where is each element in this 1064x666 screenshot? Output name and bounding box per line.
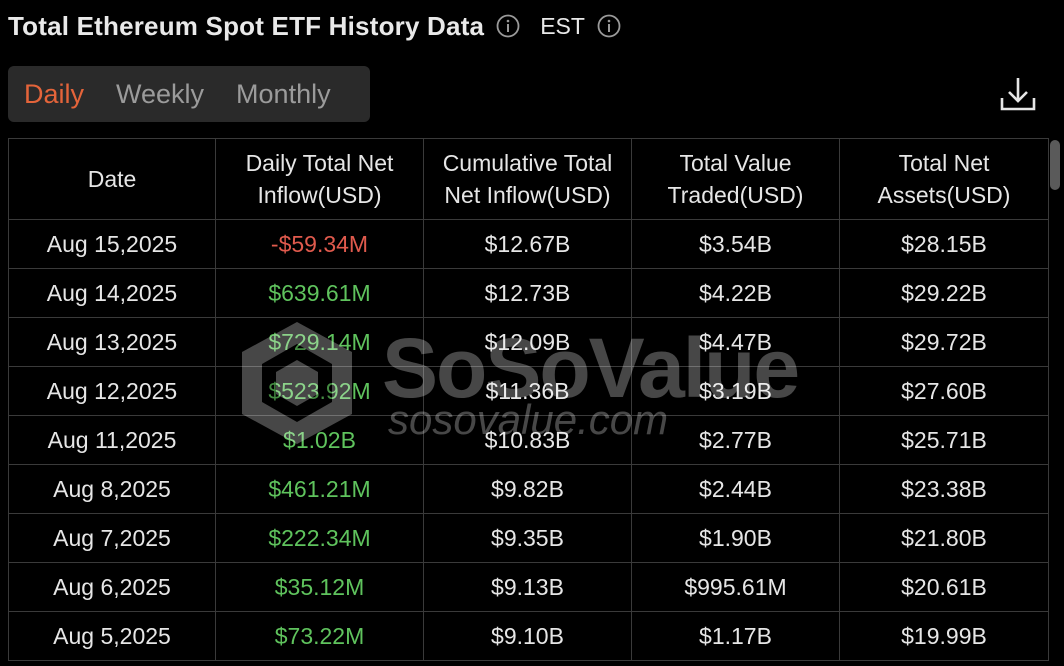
- cell-cumulative: $12.67B: [423, 219, 632, 269]
- table-row: Aug 6,2025 $35.12M $9.13B $995.61M $20.6…: [8, 562, 1049, 612]
- table-header-row: Date Daily Total Net Inflow(USD) Cumulat…: [8, 138, 1049, 220]
- cell-cumulative: $12.73B: [423, 268, 632, 318]
- cell-daily-net-inflow: $729.14M: [215, 317, 424, 367]
- column-header-cumulative-net-inflow[interactable]: Cumulative Total Net Inflow(USD): [423, 138, 632, 220]
- cell-date: Aug 14,2025: [8, 268, 216, 318]
- cell-traded: $1.90B: [631, 513, 840, 563]
- cell-traded: $2.77B: [631, 415, 840, 465]
- cell-traded: $3.19B: [631, 366, 840, 416]
- cell-cumulative: $11.36B: [423, 366, 632, 416]
- cell-daily-net-inflow: -$59.34M: [215, 219, 424, 269]
- cell-daily-net-inflow: $73.22M: [215, 611, 424, 661]
- cell-date: Aug 7,2025: [8, 513, 216, 563]
- cell-net-assets: $28.15B: [839, 219, 1049, 269]
- tab-weekly[interactable]: Weekly: [116, 78, 205, 109]
- table-row: Aug 12,2025 $523.92M $11.36B $3.19B $27.…: [8, 366, 1049, 416]
- cell-net-assets: $21.80B: [839, 513, 1049, 563]
- cell-cumulative: $12.09B: [423, 317, 632, 367]
- cell-cumulative: $9.10B: [423, 611, 632, 661]
- cell-traded: $995.61M: [631, 562, 840, 612]
- cell-date: Aug 11,2025: [8, 415, 216, 465]
- download-icon: [1000, 78, 1036, 111]
- download-button[interactable]: [998, 74, 1038, 114]
- table-row: Aug 7,2025 $222.34M $9.35B $1.90B $21.80…: [8, 513, 1049, 563]
- timezone-label: EST: [540, 12, 585, 39]
- cell-daily-net-inflow: $1.02B: [215, 415, 424, 465]
- cell-traded: $4.22B: [631, 268, 840, 318]
- column-header-total-net-assets[interactable]: Total Net Assets(USD): [839, 138, 1049, 220]
- title-info-icon[interactable]: [496, 14, 520, 38]
- cell-date: Aug 5,2025: [8, 611, 216, 661]
- column-header-total-value-traded[interactable]: Total Value Traded(USD): [631, 138, 840, 220]
- cell-traded: $3.54B: [631, 219, 840, 269]
- cell-traded: $4.47B: [631, 317, 840, 367]
- history-table-container[interactable]: Date Daily Total Net Inflow(USD) Cumulat…: [8, 138, 1056, 666]
- table-scrollbar[interactable]: [1050, 140, 1060, 190]
- page-title: Total Ethereum Spot ETF History Data: [8, 10, 485, 41]
- column-header-date[interactable]: Date: [8, 138, 216, 220]
- cell-net-assets: $29.72B: [839, 317, 1049, 367]
- cell-cumulative: $9.82B: [423, 464, 632, 514]
- cell-date: Aug 13,2025: [8, 317, 216, 367]
- tab-daily[interactable]: Daily: [24, 78, 85, 109]
- cell-date: Aug 12,2025: [8, 366, 216, 416]
- cell-daily-net-inflow: $523.92M: [215, 366, 424, 416]
- cell-net-assets: $25.71B: [839, 415, 1049, 465]
- cell-net-assets: $29.22B: [839, 268, 1049, 318]
- cell-net-assets: $19.99B: [839, 611, 1049, 661]
- tab-monthly[interactable]: Monthly: [236, 78, 331, 109]
- cell-daily-net-inflow: $222.34M: [215, 513, 424, 563]
- column-header-daily-net-inflow[interactable]: Daily Total Net Inflow(USD): [215, 138, 424, 220]
- cell-daily-net-inflow: $639.61M: [215, 268, 424, 318]
- header: Total Ethereum Spot ETF History Data EST: [8, 6, 621, 46]
- table-row: Aug 5,2025 $73.22M $9.10B $1.17B $19.99B: [8, 611, 1049, 661]
- cell-traded: $2.44B: [631, 464, 840, 514]
- table-row: Aug 13,2025 $729.14M $12.09B $4.47B $29.…: [8, 317, 1049, 367]
- cell-cumulative: $9.35B: [423, 513, 632, 563]
- cell-date: Aug 8,2025: [8, 464, 216, 514]
- period-tabs: Daily Weekly Monthly: [8, 66, 370, 122]
- cell-cumulative: $10.83B: [423, 415, 632, 465]
- cell-net-assets: $23.38B: [839, 464, 1049, 514]
- table-row: Aug 11,2025 $1.02B $10.83B $2.77B $25.71…: [8, 415, 1049, 465]
- table-row: Aug 15,2025 -$59.34M $12.67B $3.54B $28.…: [8, 219, 1049, 269]
- cell-daily-net-inflow: $461.21M: [215, 464, 424, 514]
- cell-net-assets: $27.60B: [839, 366, 1049, 416]
- table-row: Aug 14,2025 $639.61M $12.73B $4.22B $29.…: [8, 268, 1049, 318]
- table-row: Aug 8,2025 $461.21M $9.82B $2.44B $23.38…: [8, 464, 1049, 514]
- cell-cumulative: $9.13B: [423, 562, 632, 612]
- cell-date: Aug 15,2025: [8, 219, 216, 269]
- cell-net-assets: $20.61B: [839, 562, 1049, 612]
- timezone-info-icon[interactable]: [597, 14, 621, 38]
- cell-traded: $1.17B: [631, 611, 840, 661]
- cell-date: Aug 6,2025: [8, 562, 216, 612]
- history-table: Date Daily Total Net Inflow(USD) Cumulat…: [8, 138, 1049, 661]
- cell-daily-net-inflow: $35.12M: [215, 562, 424, 612]
